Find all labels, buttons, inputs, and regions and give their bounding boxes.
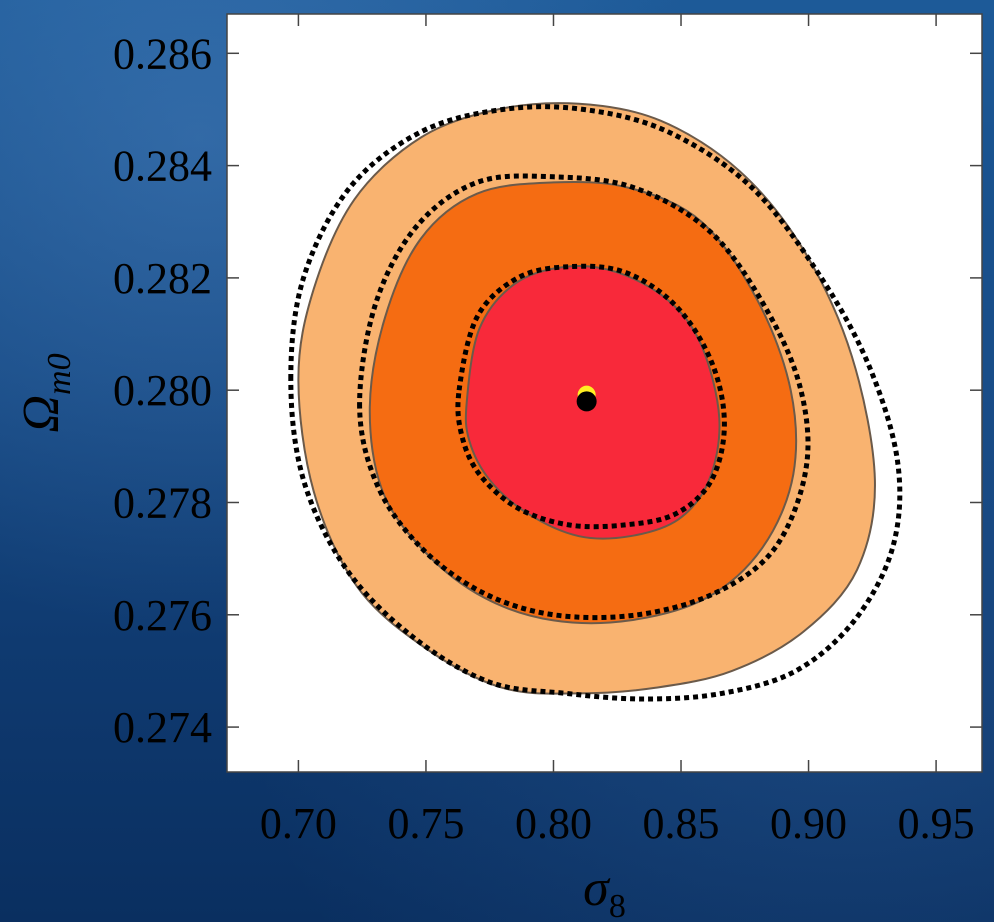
x-tick-label: 0.85 xyxy=(643,799,720,848)
y-axis-title: Ωm0 xyxy=(13,353,78,432)
dotted-contours xyxy=(288,104,903,702)
y-tick-label: 0.282 xyxy=(113,254,212,303)
x-tick-label: 0.75 xyxy=(387,799,464,848)
x-tick-label: 0.80 xyxy=(515,799,592,848)
dotted-contour-3-sigma xyxy=(288,104,903,702)
y-tick-label: 0.286 xyxy=(113,29,212,78)
dotted-contour-1-sigma xyxy=(455,263,727,530)
best-fit-point xyxy=(576,391,597,412)
x-axis: 0.70 0.75 0.80 0.85 0.90 0.95 xyxy=(260,14,975,848)
x-axis-title-subscript: 8 xyxy=(609,888,626,922)
best-fit-points xyxy=(576,385,597,412)
y-tick-label: 0.284 xyxy=(113,142,212,191)
y-tick-label: 0.278 xyxy=(113,478,212,527)
y-axis-title-symbol: Ω xyxy=(13,395,70,433)
x-axis-title-symbol: σ xyxy=(583,860,611,917)
dotted-contour-2-sigma xyxy=(357,173,811,621)
x-axis-title: σ8 xyxy=(583,860,626,922)
y-axis: 0.274 0.276 0.278 0.280 0.282 0.284 0.286 xyxy=(113,29,982,752)
y-tick-label: 0.276 xyxy=(113,591,212,640)
y-tick-label: 0.280 xyxy=(113,366,212,415)
x-tick-label: 0.90 xyxy=(770,799,847,848)
y-tick-label: 0.274 xyxy=(113,703,212,752)
x-tick-label: 0.70 xyxy=(260,799,337,848)
x-tick-label: 0.95 xyxy=(898,799,975,848)
y-axis-title-subscript: m0 xyxy=(41,353,78,395)
